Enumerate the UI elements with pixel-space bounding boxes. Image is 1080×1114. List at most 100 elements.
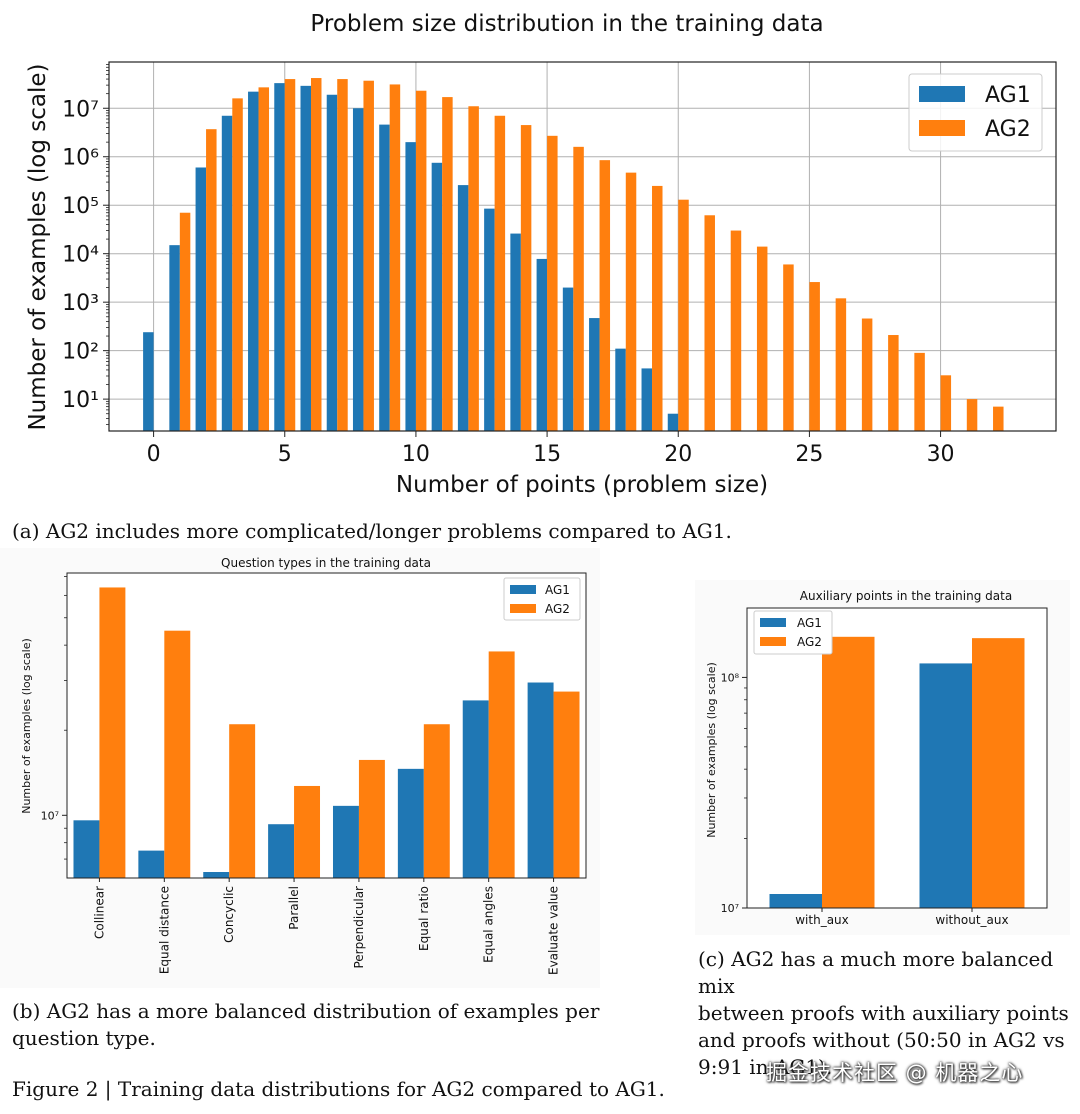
caption-b-line-1: (b) AG2 has a more balanced distribution… <box>12 999 600 1023</box>
x-tick-label: Perpendicular <box>352 886 366 969</box>
bar-ag1-6 <box>300 85 311 431</box>
bar-ag1-8 <box>352 108 364 432</box>
chart-a-ylabel: Number of examples (log scale) <box>25 63 51 430</box>
bar-ag2-concyclic <box>229 724 256 878</box>
chart-a-title: Problem size distribution in the trainin… <box>310 11 823 37</box>
bar-ag2-6 <box>310 78 322 431</box>
bar-ag1-19 <box>641 368 653 431</box>
x-tick-label: without_aux <box>935 913 1008 927</box>
bar-ag1-5 <box>274 83 285 431</box>
bar-ag2-26 <box>835 298 847 431</box>
bar-ag1-12 <box>457 185 469 431</box>
bar-ag2-8 <box>363 80 374 432</box>
y-tick-label: 10² <box>62 340 99 365</box>
bar-ag2-with-aux <box>822 636 875 908</box>
x-tick-label: Concyclic <box>222 886 236 943</box>
bar-ag2-evaluate-value <box>553 691 580 878</box>
chart-b-title: Question types in the training data <box>221 556 431 570</box>
legend-swatch-ag1 <box>919 86 965 102</box>
bar-ag1-4 <box>248 91 259 431</box>
bar-ag1-1 <box>169 245 180 431</box>
bar-ag1-17 <box>589 318 600 431</box>
bar-ag1-7 <box>326 94 338 431</box>
chart-c-legend: AG1 AG2 <box>753 610 833 655</box>
x-tick-label: 10 <box>402 442 430 467</box>
x-tick-label: 0 <box>147 442 161 467</box>
bar-ag2-equal-angles <box>488 651 515 878</box>
bar-ag2-18 <box>625 172 637 431</box>
bar-ag1-10 <box>405 142 416 431</box>
bar-ag1-9 <box>379 124 390 432</box>
bar-ag1-14 <box>510 233 521 431</box>
bar-ag2-1 <box>179 212 191 431</box>
bar-ag1-perpendicular <box>332 805 359 878</box>
caption-b-line-2: question type. <box>12 1026 156 1050</box>
chart-c-plot-frame <box>746 607 1048 909</box>
x-tick-label: Evaluate value <box>547 886 561 975</box>
caption-c-line-4: 9:91 in AG1). <box>698 1055 833 1079</box>
bar-ag1-15 <box>536 258 548 431</box>
chart-b-ylabel: Number of examples (log scale) <box>20 638 33 814</box>
bar-ag1-equal-angles <box>462 700 489 878</box>
watermark-text: 掘金技术社区 @ 机器之心 <box>766 1061 1024 1085</box>
bar-ag2-collinear <box>99 587 126 878</box>
bar-ag1-3 <box>221 115 233 432</box>
x-tick-label: 15 <box>533 442 561 467</box>
bar-ag2-4 <box>258 87 270 431</box>
x-tick-label: 30 <box>927 442 955 467</box>
caption-c-line-1: (c) AG2 has a much more balanced mix <box>698 947 1054 998</box>
bar-ag1-16 <box>562 287 574 431</box>
caption-c: (c) AG2 has a much more balanced mix bet… <box>698 946 1080 1081</box>
bar-ag2-9 <box>389 84 401 432</box>
bar-ag2-10 <box>415 90 427 431</box>
bar-ag1-equal-distance <box>138 850 165 878</box>
bar-ag2-17 <box>599 160 611 432</box>
bar-ag1-with-aux <box>769 894 822 908</box>
bar-ag1-20 <box>667 413 679 431</box>
bar-ag2-32 <box>993 406 1004 431</box>
x-tick-label: Equal ratio <box>417 886 431 951</box>
y-tick-label: 10⁷ <box>62 97 99 122</box>
caption-a: (a) AG2 includes more complicated/longer… <box>12 519 732 543</box>
chart-c-ylabel: Number of examples (log scale) <box>705 662 718 838</box>
x-tick-label: Equal angles <box>482 886 496 963</box>
bar-ag2-13 <box>494 115 506 432</box>
bar-ag2-without-aux <box>972 638 1025 908</box>
bar-ag2-19 <box>652 185 663 431</box>
y-tick-label: 10³ <box>62 291 99 316</box>
bar-ag2-23 <box>756 246 768 431</box>
y-tick-label: 10⁴ <box>62 243 99 268</box>
chart-a-plot-frame <box>108 61 1057 432</box>
bar-ag2-30 <box>940 375 952 431</box>
bar-ag1-evaluate-value <box>527 682 554 878</box>
legend-swatch-ag1 <box>510 585 536 594</box>
chart-c-title: Auxiliary points in the training data <box>800 589 1012 603</box>
bar-ag2-2 <box>206 129 217 432</box>
bar-ag1-collinear <box>73 820 100 878</box>
chart-b-question-types: Question types in the training data Coll… <box>0 548 600 988</box>
chart-c-auxiliary-points: Auxiliary points in the training data wi… <box>695 580 1070 935</box>
y-tick-label: 10⁸ <box>721 671 740 684</box>
bar-ag2-parallel <box>294 785 321 878</box>
y-tick-label: 10⁵ <box>62 194 99 219</box>
legend-label-ag1: AG1 <box>797 616 822 630</box>
bar-ag2-29 <box>914 352 925 431</box>
x-tick-label: 25 <box>795 442 823 467</box>
legend-label-ag2: AG2 <box>985 117 1031 142</box>
legend-label-ag1: AG1 <box>985 83 1031 108</box>
bar-ag2-21 <box>704 215 715 431</box>
legend-swatch-ag2 <box>919 120 965 136</box>
chart-a-problem-size: Problem size distribution in the trainin… <box>25 11 1057 498</box>
bar-ag2-24 <box>783 264 794 431</box>
bar-ag2-5 <box>284 79 296 431</box>
chart-a-legend: AG1 AG2 <box>908 73 1043 152</box>
y-tick-label: 10⁶ <box>62 146 99 171</box>
bar-ag2-3 <box>232 98 243 432</box>
bar-ag1-13 <box>484 208 495 431</box>
caption-c-line-3: and proofs without (50:50 in AG2 vs <box>698 1028 1065 1052</box>
x-tick-label: 20 <box>664 442 692 467</box>
bar-ag2-25 <box>809 282 820 431</box>
legend-swatch-ag1 <box>760 618 786 627</box>
bar-ag2-perpendicular <box>358 759 385 878</box>
bar-ag2-14 <box>520 125 532 431</box>
